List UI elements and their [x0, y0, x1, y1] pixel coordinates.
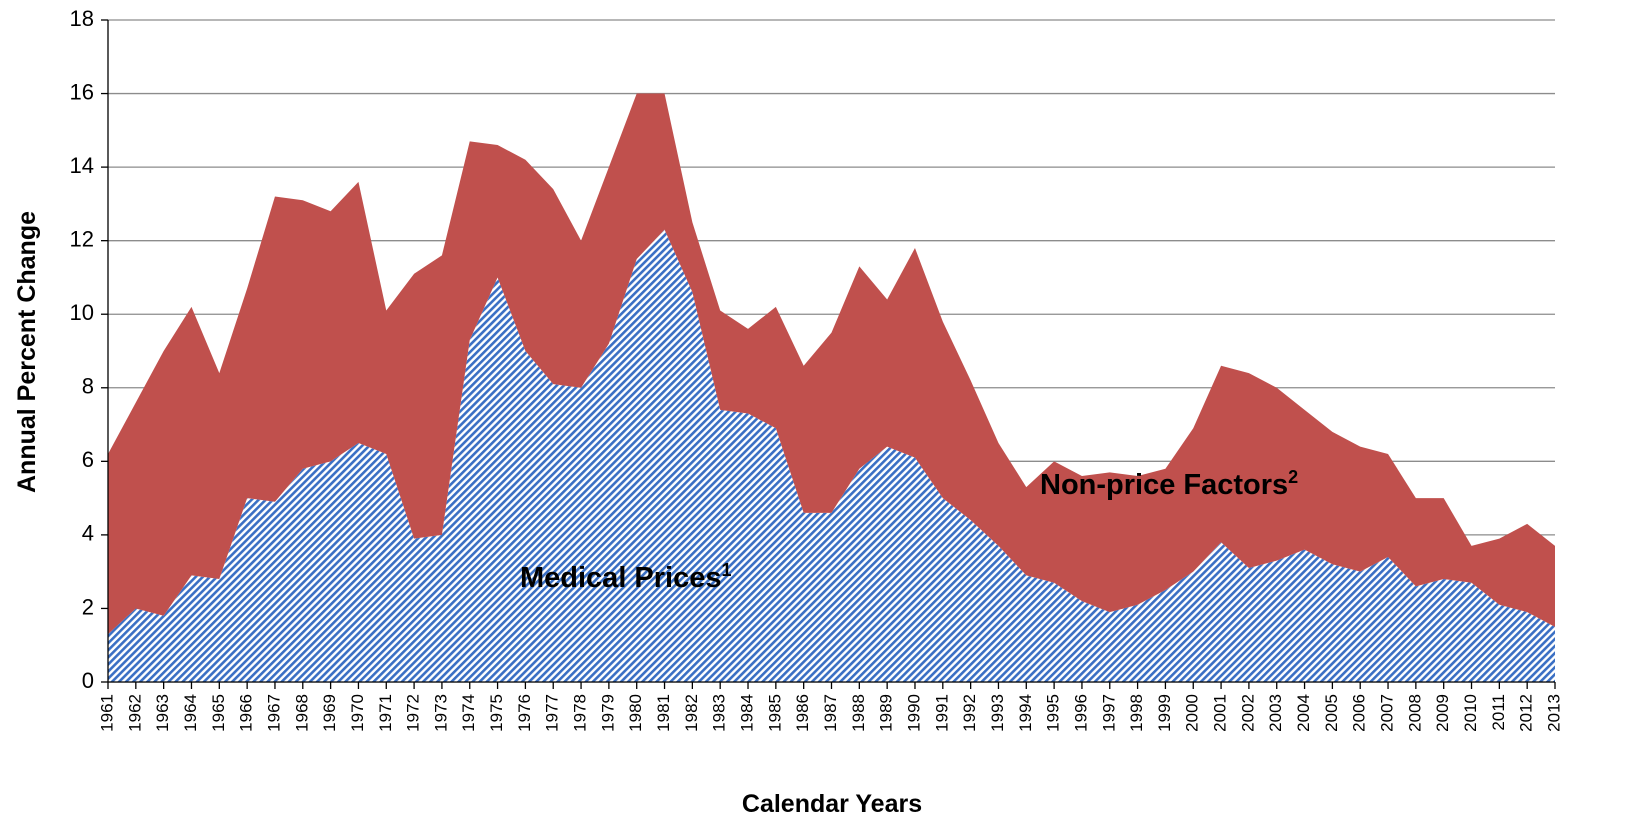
series-annotation: Medical Prices1 — [520, 560, 732, 594]
x-tick-label: 1981 — [654, 694, 673, 732]
x-tick-label: 1988 — [849, 694, 868, 732]
x-tick-label: 1978 — [571, 694, 590, 732]
x-tick-label: 2004 — [1294, 694, 1313, 732]
x-tick-label: 1987 — [821, 694, 840, 732]
x-tick-label: 2002 — [1238, 694, 1257, 732]
x-tick-label: 1968 — [292, 694, 311, 732]
x-tick-label: 1996 — [1071, 694, 1090, 732]
x-tick-label: 1984 — [738, 694, 757, 732]
y-tick-label: 0 — [82, 668, 94, 693]
y-tick-label: 4 — [82, 521, 94, 546]
x-tick-label: 1972 — [404, 694, 423, 732]
x-tick-label: 1985 — [765, 694, 784, 732]
y-tick-label: 2 — [82, 594, 94, 619]
x-tick-label: 1982 — [682, 694, 701, 732]
x-tick-label: 2007 — [1378, 694, 1397, 732]
series-name: Non-price Factors — [1040, 469, 1288, 501]
x-tick-label: 1966 — [237, 694, 256, 732]
x-tick-label: 1963 — [153, 694, 172, 732]
x-tick-label: 2001 — [1211, 694, 1230, 732]
x-tick-label: 1983 — [710, 694, 729, 732]
series-name: Medical Prices — [520, 562, 722, 594]
x-tick-label: 1999 — [1155, 694, 1174, 732]
x-tick-label: 2010 — [1461, 694, 1480, 732]
y-tick-label: 6 — [82, 447, 94, 472]
x-axis-title: Calendar Years — [742, 790, 922, 818]
x-tick-label: 1989 — [877, 694, 896, 732]
x-tick-label: 1974 — [459, 694, 478, 732]
y-tick-label: 14 — [70, 153, 94, 178]
x-tick-label: 2011 — [1489, 694, 1508, 731]
y-tick-label: 8 — [82, 374, 94, 399]
y-tick-label: 10 — [70, 300, 94, 325]
x-tick-label: 2000 — [1183, 694, 1202, 732]
y-tick-label: 18 — [70, 6, 94, 31]
x-tick-label: 1994 — [1016, 694, 1035, 732]
x-tick-label: 1977 — [543, 694, 562, 732]
x-tick-label: 1998 — [1127, 694, 1146, 732]
x-tick-label: 1992 — [960, 694, 979, 732]
x-tick-label: 1973 — [431, 694, 450, 732]
x-tick-label: 2013 — [1544, 694, 1563, 732]
x-tick-label: 1970 — [348, 694, 367, 732]
x-tick-label: 1979 — [598, 694, 617, 732]
x-tick-label: 1980 — [626, 694, 645, 732]
series-annotation: Non-price Factors2 — [1040, 467, 1298, 501]
x-tick-label: 1997 — [1099, 694, 1118, 732]
x-tick-label: 1995 — [1044, 694, 1063, 732]
x-tick-label: 1962 — [125, 694, 144, 732]
x-tick-label: 2003 — [1266, 694, 1285, 732]
area — [108, 229, 1555, 682]
x-tick-label: 1991 — [932, 694, 951, 732]
y-tick-label: 12 — [70, 226, 94, 251]
footnote-mark: 2 — [1288, 467, 1298, 487]
x-tick-label: 1969 — [320, 694, 339, 732]
x-tick-label: 1993 — [988, 694, 1007, 732]
y-tick-label: 16 — [70, 79, 94, 104]
x-tick-label: 2008 — [1405, 694, 1424, 732]
x-tick-label: 1990 — [904, 694, 923, 732]
x-tick-label: 1971 — [376, 694, 395, 732]
area — [108, 93, 1555, 635]
y-axis-title: Annual Percent Change — [13, 211, 41, 493]
x-tick-label: 1965 — [209, 694, 228, 732]
x-tick-label: 1976 — [515, 694, 534, 732]
x-tick-label: 2009 — [1433, 694, 1452, 732]
x-tick-label: 2006 — [1350, 694, 1369, 732]
x-tick-label: 1964 — [181, 694, 200, 732]
x-tick-label: 2012 — [1517, 694, 1536, 732]
x-tick-label: 2005 — [1322, 694, 1341, 732]
x-tick-label: 1986 — [793, 694, 812, 732]
x-tick-label: 1967 — [264, 694, 283, 732]
x-tick-label: 1961 — [97, 694, 116, 732]
footnote-mark: 1 — [722, 560, 732, 580]
x-tick-label: 1975 — [487, 694, 506, 732]
